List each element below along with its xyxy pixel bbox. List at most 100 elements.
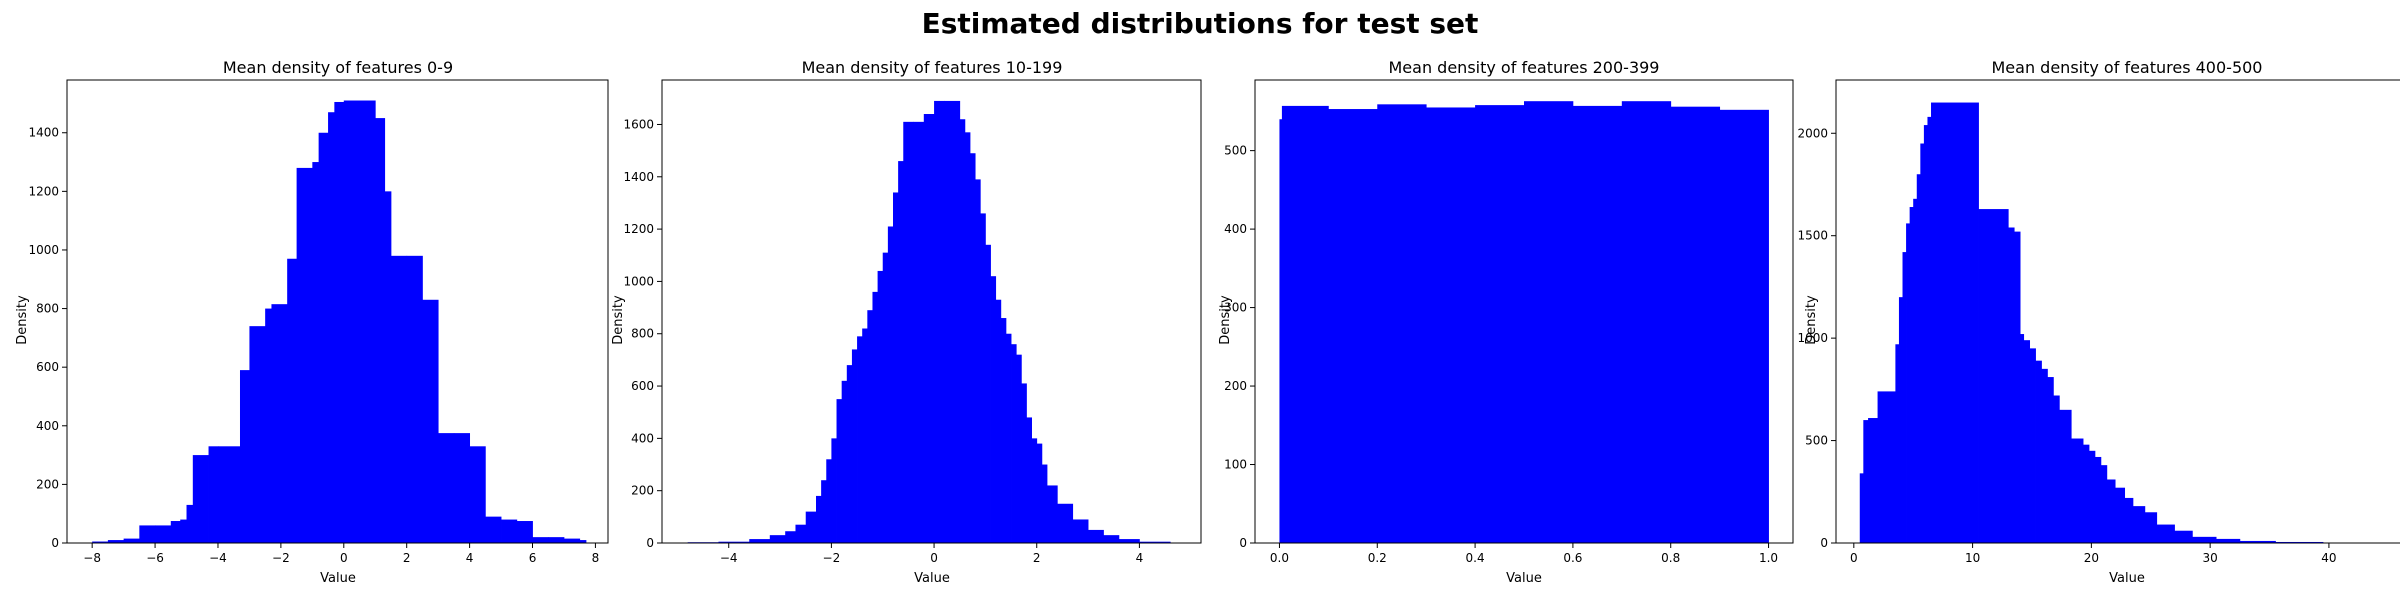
histogram-bar bbox=[2100, 465, 2108, 543]
histogram-bar bbox=[139, 525, 156, 543]
histogram-bar bbox=[2144, 512, 2158, 543]
histogram-bar bbox=[1041, 464, 1048, 543]
y-tick-label: 300 bbox=[1224, 301, 1247, 315]
y-tick-label: 1200 bbox=[623, 222, 654, 236]
histogram-bar bbox=[1031, 438, 1038, 543]
histogram-bar bbox=[2047, 377, 2054, 543]
histogram-bar bbox=[1877, 391, 1896, 543]
histogram-bar bbox=[2029, 348, 2036, 543]
y-tick-label: 800 bbox=[631, 327, 654, 341]
histogram-bar bbox=[1088, 529, 1104, 543]
plot-area: 0 10 20 30 40 0 500 1000 1500 2000 bbox=[1797, 79, 2400, 565]
histogram-bar bbox=[1000, 318, 1007, 543]
plot-area: −4 −2 0 2 4 0 200 400 600 800 1000 1200 1400 1600 bbox=[623, 79, 1202, 565]
histogram-bar bbox=[1118, 539, 1140, 543]
histogram-bar bbox=[1005, 333, 1012, 543]
histogram-bar bbox=[867, 310, 873, 543]
histogram-bar bbox=[1139, 541, 1171, 543]
y-tick-label: 600 bbox=[631, 379, 654, 393]
histogram-bar bbox=[1913, 198, 1918, 543]
panel-title: Mean density of features 200-399 bbox=[1389, 58, 1660, 77]
x-tick-label: 2 bbox=[1033, 551, 1041, 565]
histogram-bar bbox=[485, 516, 502, 543]
histogram-bar bbox=[217, 446, 241, 543]
histogram-bar bbox=[944, 100, 961, 544]
histogram-bar bbox=[995, 299, 1002, 543]
histogram-bar bbox=[438, 433, 455, 543]
panel-1: Mean density of features 10-199 −4 −2 0 2 40… bbox=[611, 58, 1202, 586]
histogram-bar bbox=[516, 521, 533, 543]
histogram-bar bbox=[846, 365, 853, 543]
x-tick-label: 4 bbox=[1136, 551, 1144, 565]
histogram-bar bbox=[2071, 438, 2084, 543]
histogram-bar bbox=[2094, 456, 2102, 543]
histogram-bar bbox=[1057, 503, 1074, 543]
histogram-bar bbox=[107, 540, 125, 543]
histogram-bar bbox=[1328, 109, 1378, 543]
plot-area: 0.0 0.2 0.4 0.6 0.8 1.0 0 100 200 300 400 500 bbox=[1224, 79, 1794, 565]
x-tick-label: 0 bbox=[340, 551, 348, 565]
histogram-bar bbox=[563, 538, 581, 543]
histogram-bar bbox=[469, 446, 486, 543]
histogram-bar bbox=[192, 455, 209, 543]
x-tick-label: 30 bbox=[2203, 551, 2218, 565]
figure-title: Estimated distributions for test set bbox=[922, 7, 1479, 40]
histogram-bar bbox=[877, 270, 884, 543]
x-tick-label: −2 bbox=[272, 551, 290, 565]
x-tick-label: 0.6 bbox=[1563, 551, 1582, 565]
histogram-bar bbox=[1895, 344, 1900, 543]
histogram-bar bbox=[805, 511, 817, 543]
histogram-bar bbox=[343, 100, 360, 543]
histogram-bar bbox=[1036, 443, 1043, 543]
histogram-bar bbox=[287, 258, 298, 543]
y-tick-label: 100 bbox=[1224, 458, 1247, 472]
histogram-bar bbox=[384, 191, 392, 543]
histogram-bar bbox=[1670, 106, 1721, 544]
histogram-bar bbox=[2083, 444, 2090, 543]
axes-frame bbox=[66, 79, 609, 544]
histogram-bar bbox=[390, 255, 408, 543]
histogram-bar bbox=[2239, 540, 2276, 543]
plot-area: −8 −6 −4 −2 0 2 4 6 8 0 200 400 600 800 1000 1200 1400 bbox=[28, 79, 609, 565]
histogram-bar bbox=[1072, 519, 1089, 543]
histogram-bar bbox=[903, 121, 914, 543]
histogram-bar bbox=[1279, 119, 1283, 544]
histogram-bar bbox=[964, 132, 971, 543]
histogram-bar bbox=[208, 446, 219, 543]
histogram-bar bbox=[2275, 541, 2324, 543]
histogram-bar bbox=[1927, 116, 1932, 543]
y-tick-label: 0 bbox=[1239, 536, 1247, 550]
panel-title: Mean density of features 10-199 bbox=[802, 58, 1063, 77]
histogram-bar bbox=[1868, 418, 1878, 543]
histogram-bar bbox=[318, 132, 329, 543]
histogram-bar bbox=[985, 244, 991, 544]
y-tick-label: 800 bbox=[36, 302, 59, 316]
axes-frame bbox=[661, 79, 1202, 544]
histogram-bar bbox=[123, 538, 140, 543]
histogram-bar bbox=[2059, 409, 2072, 543]
histogram-bar bbox=[92, 541, 109, 543]
histogram-bar bbox=[2020, 334, 2025, 543]
histogram-bar bbox=[1621, 101, 1672, 543]
x-axis-label: Value bbox=[914, 571, 950, 586]
histogram-bar bbox=[2088, 450, 2096, 543]
histogram-bar bbox=[170, 521, 181, 543]
y-tick-label: 0 bbox=[646, 536, 654, 550]
x-tick-label: 8 bbox=[592, 551, 600, 565]
histogram-bar bbox=[328, 112, 335, 543]
histogram-bar bbox=[923, 114, 935, 543]
y-tick-label: 0 bbox=[1820, 536, 1828, 550]
histogram-bar bbox=[155, 525, 172, 543]
histogram-bar bbox=[821, 480, 827, 543]
x-tick-label: 10 bbox=[1965, 551, 1980, 565]
x-tick-label: 0.4 bbox=[1466, 551, 1485, 565]
histogram-bar bbox=[265, 308, 272, 543]
y-tick-label: 400 bbox=[36, 419, 59, 433]
y-tick-label: 1000 bbox=[1797, 331, 1828, 345]
histogram-bar bbox=[980, 213, 986, 543]
histogram-bar bbox=[2053, 395, 2060, 543]
histogram-bar bbox=[1920, 143, 1925, 543]
histogram-bar bbox=[249, 326, 266, 543]
y-tick-label: 400 bbox=[1224, 222, 1247, 236]
